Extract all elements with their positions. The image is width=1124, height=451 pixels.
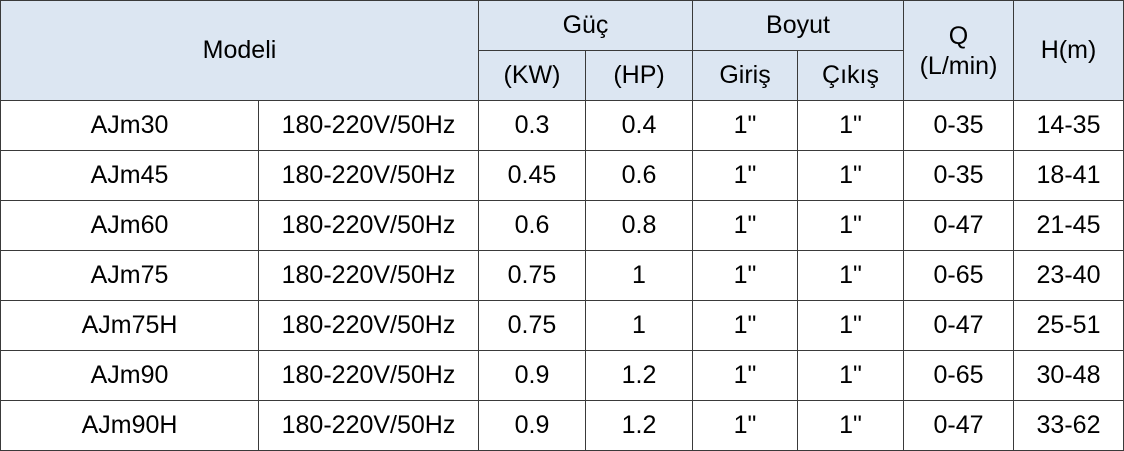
table-cell: 1" (692, 350, 799, 401)
table-cell: 0.3 (478, 100, 586, 151)
table-cell: 180-220V/50Hz (258, 100, 479, 151)
table-cell: 0-65 (903, 250, 1015, 301)
table-cell: 0.6 (478, 200, 586, 251)
table-row: AJm90H 180-220V/50Hz 0.9 1.2 1" 1" 0-47 33-62 (0, 400, 1124, 451)
table-cell: 180-220V/50Hz (258, 250, 479, 301)
header-hp: (HP) (584, 50, 694, 101)
header-q-unit: (L/min) (919, 51, 998, 80)
table-cell: 0.9 (478, 400, 586, 451)
table-cell: 180-220V/50Hz (258, 400, 479, 451)
header-size: Boyut (692, 0, 905, 51)
table-cell: 0-47 (903, 400, 1015, 451)
table-cell: 0-47 (903, 200, 1015, 251)
table-cell: 0.75 (478, 250, 586, 301)
table-cell: 0-35 (903, 150, 1015, 201)
table-cell: 23-40 (1013, 250, 1124, 301)
table-cell: 0.6 (584, 150, 694, 201)
table-body: AJm30 180-220V/50Hz 0.3 0.4 1" 1" 0-35 14-35 AJm… (0, 100, 1124, 451)
table-cell: 25-51 (1013, 300, 1124, 351)
table-cell: 1" (797, 400, 905, 451)
table-cell: 21-45 (1013, 200, 1124, 251)
table-cell: 1" (692, 250, 799, 301)
table-row: AJm75H 180-220V/50Hz 0.75 1 1" 1" 0-47 25-51 (0, 300, 1124, 351)
header-outlet: Çıkış (797, 50, 905, 101)
table-cell: 0-47 (903, 300, 1015, 351)
table-cell: 1" (692, 200, 799, 251)
table-cell: 1" (797, 100, 905, 151)
header-q: Q (948, 21, 969, 50)
header-model: Modeli (0, 0, 479, 101)
table-cell: 0.75 (478, 300, 586, 351)
table-cell: 1" (797, 250, 905, 301)
table-cell: 0.8 (584, 200, 694, 251)
table-cell: 33-62 (1013, 400, 1124, 451)
table-cell: 1" (797, 350, 905, 401)
table-cell: 0-35 (903, 100, 1015, 151)
table-cell: 1" (797, 200, 905, 251)
table-cell: 18-41 (1013, 150, 1124, 201)
table-cell: 1 (584, 300, 694, 351)
header-power: Güç (477, 0, 694, 51)
table-cell: 1 (584, 250, 694, 301)
table-row: AJm30 180-220V/50Hz 0.3 0.4 1" 1" 0-35 14-35 (0, 100, 1124, 151)
table-cell: 0-65 (903, 350, 1015, 401)
table-cell: AJm30 (0, 100, 259, 151)
header-head: H(m) (1013, 0, 1124, 101)
table-cell: 180-220V/50Hz (258, 300, 479, 351)
table-cell: 1" (692, 100, 799, 151)
table-row: AJm75 180-220V/50Hz 0.75 1 1" 1" 0-65 23-40 (0, 250, 1124, 301)
table-cell: AJm75H (0, 300, 259, 351)
table-row: AJm60 180-220V/50Hz 0.6 0.8 1" 1" 0-47 21-45 (0, 200, 1124, 251)
table-cell: 180-220V/50Hz (258, 150, 479, 201)
header-inlet: Giriş (692, 50, 799, 101)
table-cell: 30-48 (1013, 350, 1124, 401)
header-flow: Q (L/min) (903, 0, 1015, 101)
table-cell: AJm90 (0, 350, 259, 401)
table-cell: 0.45 (478, 150, 586, 201)
table-row: AJm90 180-220V/50Hz 0.9 1.2 1" 1" 0-65 30-48 (0, 350, 1124, 401)
table-cell: 14-35 (1013, 100, 1124, 151)
table-cell: 0.4 (584, 100, 694, 151)
table-cell: AJm75 (0, 250, 259, 301)
table-cell: 1" (692, 400, 799, 451)
table-cell: AJm60 (0, 200, 259, 251)
table-cell: 0.9 (478, 350, 586, 401)
header-kw: (KW) (478, 50, 586, 101)
table-cell: 1.2 (584, 350, 694, 401)
table-cell: AJm45 (0, 150, 259, 201)
table-row: AJm45 180-220V/50Hz 0.45 0.6 1" 1" 0-35 18-41 (0, 150, 1124, 201)
table-cell: 1" (692, 300, 799, 351)
table-cell: 180-220V/50Hz (258, 200, 479, 251)
table-cell: 1" (692, 150, 799, 201)
table-cell: AJm90H (0, 400, 259, 451)
table-cell: 1" (797, 150, 905, 201)
table-cell: 180-220V/50Hz (258, 350, 479, 401)
table-cell: 1.2 (584, 400, 694, 451)
table-cell: 1" (797, 300, 905, 351)
